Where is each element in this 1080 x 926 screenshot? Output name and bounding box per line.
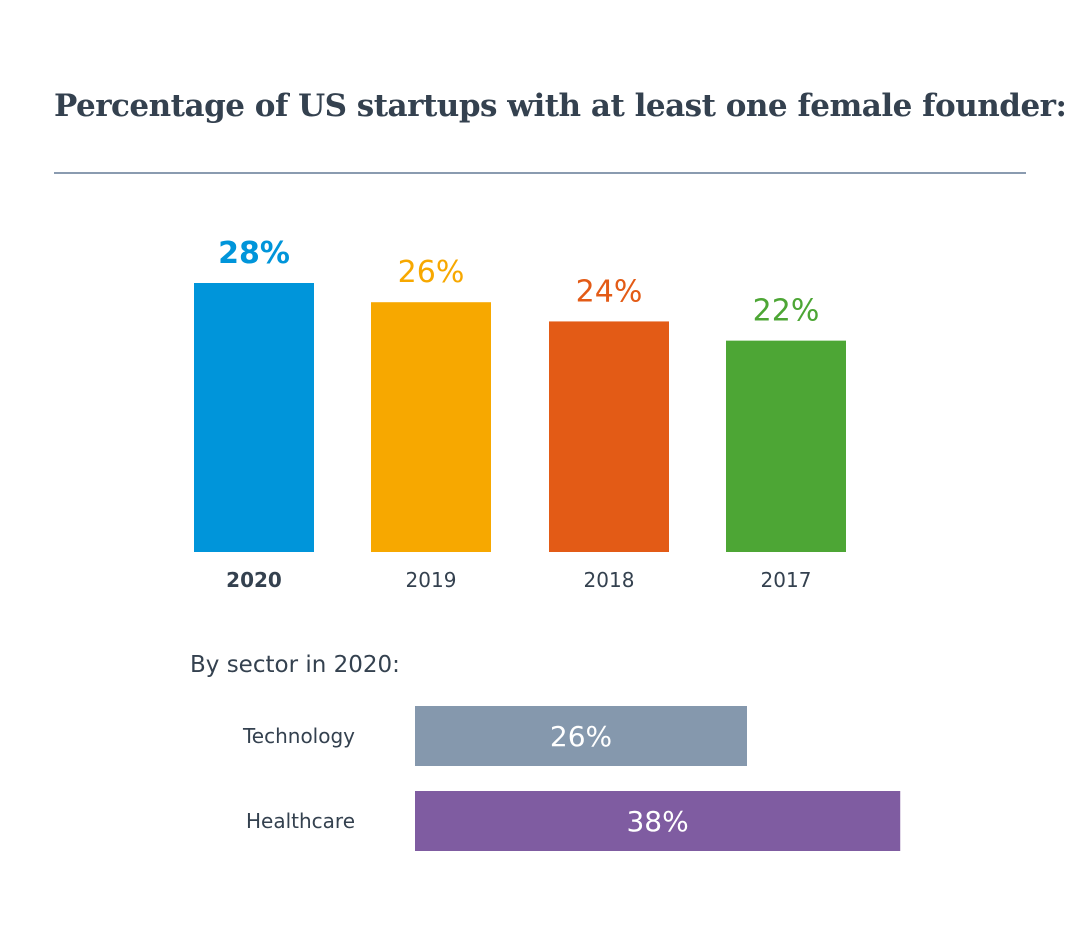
bar-2019 (371, 302, 491, 552)
sector-bar-healthcare (415, 791, 901, 851)
year-label-2019: 2019 (406, 568, 457, 592)
sector-subtitle: By sector in 2020: (190, 652, 400, 678)
year-label-2018: 2018 (584, 568, 635, 592)
value-label-2019: 26% (398, 255, 465, 290)
sector-value-technology: 26% (550, 720, 612, 753)
sector-bar-technology (415, 706, 747, 766)
sector-label-technology: Technology (242, 724, 355, 748)
bar-2018 (549, 321, 669, 552)
sector-label-healthcare: Healthcare (246, 809, 355, 833)
year-label-2020: 2020 (226, 568, 282, 592)
value-label-2020: 28% (218, 236, 290, 271)
value-label-2017: 22% (753, 294, 820, 329)
bar-2017 (726, 340, 846, 552)
bar-2020 (194, 283, 314, 552)
sector-value-healthcare: 38% (626, 805, 688, 838)
chart-title: Percentage of US startups with at least … (54, 88, 1067, 124)
value-label-2018: 24% (576, 274, 643, 309)
year-label-2017: 2017 (761, 568, 812, 592)
divider (54, 172, 1026, 174)
